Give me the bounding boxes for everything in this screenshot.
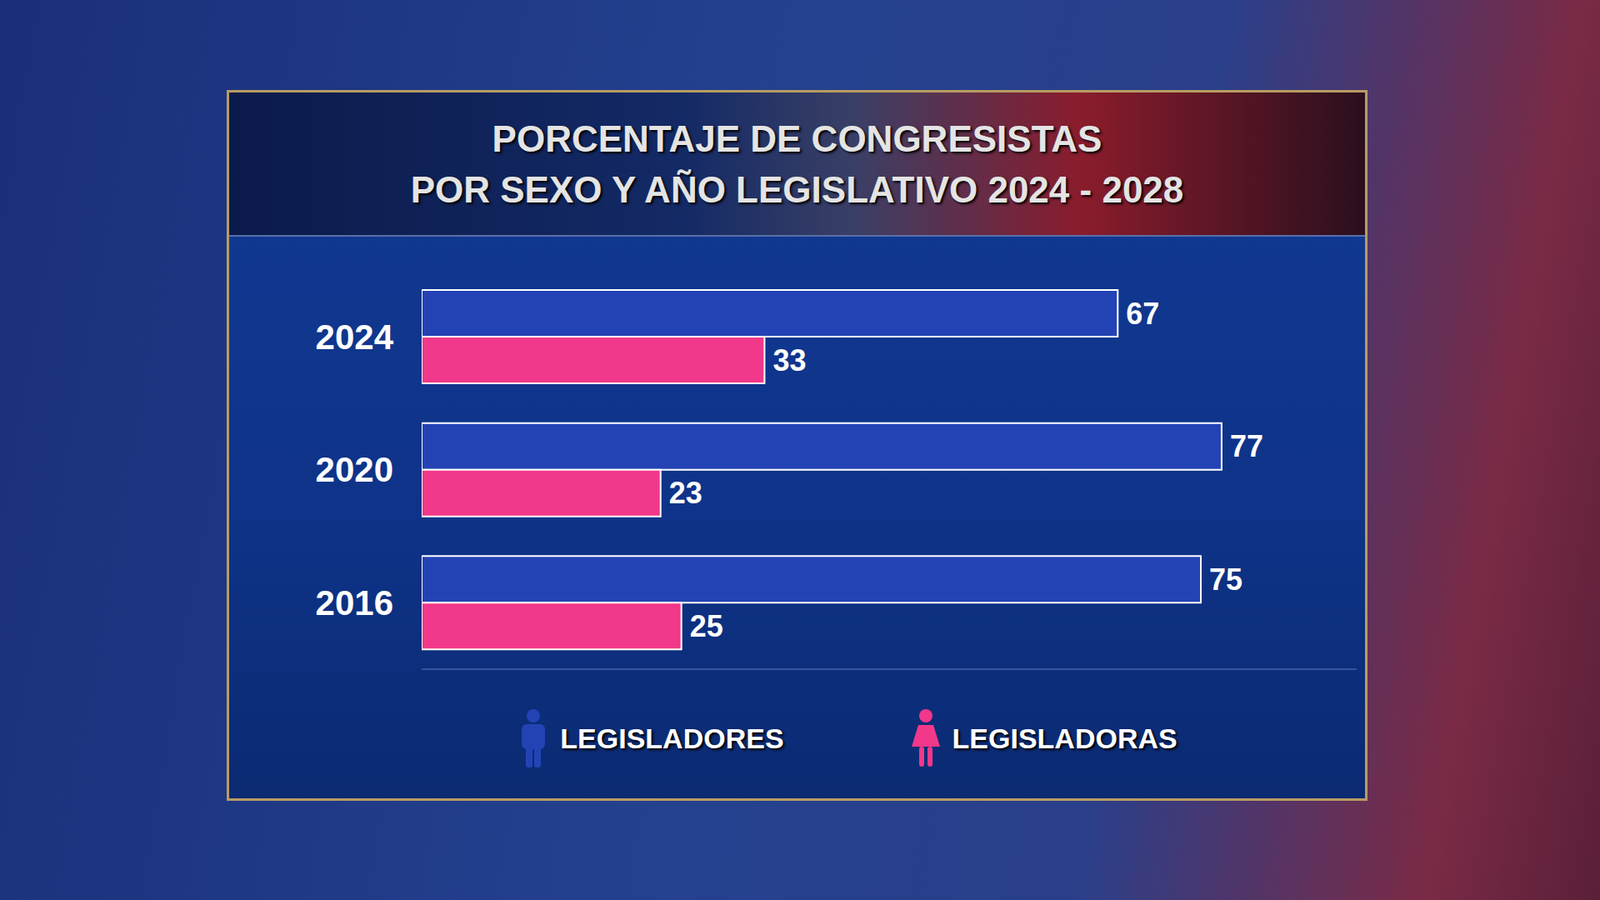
svg-text:33: 33 <box>772 343 806 378</box>
html-text:LEGISLADORAS: LEGISLADORAS <box>952 722 1178 754</box>
svg-text:75: 75 <box>1209 562 1243 597</box>
html-text:PORCENTAJE DE CONGRESISTAS POR: PORCENTAJE DE CONGRESISTAS POR SEXO Y AÑ… <box>410 117 1184 210</box>
svg-text:77: 77 <box>1230 429 1264 464</box>
svg-text:2024: 2024 <box>315 317 395 357</box>
svg-text:2016: 2016 <box>315 583 394 623</box>
svg-text:67: 67 <box>1125 296 1160 331</box>
svg-text:25: 25 <box>690 609 724 644</box>
html-text:LEGISLADORES: LEGISLADORES <box>560 722 784 754</box>
svg-text:23: 23 <box>669 475 703 510</box>
svg-text:2020: 2020 <box>315 450 394 490</box>
